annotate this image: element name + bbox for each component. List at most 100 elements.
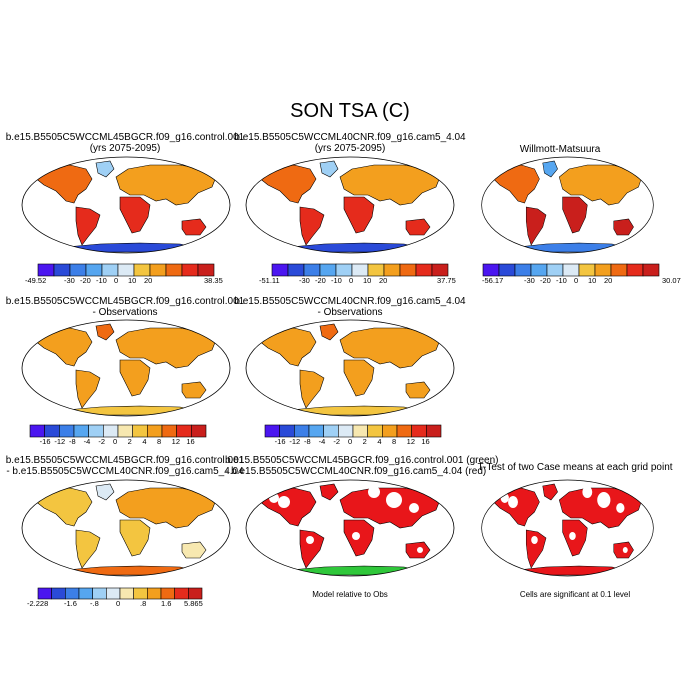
map-border	[21, 156, 231, 254]
colorbar-box	[594, 263, 612, 277]
colorbar-box	[287, 263, 305, 277]
colorbar-panel-5	[264, 424, 442, 438]
colorbar-tick-label: -16	[39, 437, 51, 446]
colorbar-tick-label: -20	[315, 276, 326, 285]
continent-eurasia	[115, 487, 217, 529]
non-significant-cell	[582, 486, 593, 498]
colorbar-tick-label: -10	[331, 276, 342, 285]
colorbar-box	[335, 263, 353, 277]
non-significant-cell	[569, 532, 576, 540]
non-significant-cell	[508, 496, 518, 508]
colorbar-box	[106, 587, 121, 600]
continent-australia	[181, 218, 207, 236]
continent-greenland	[95, 483, 115, 501]
colorbar-min-label: -49.52	[25, 276, 47, 285]
colorbar-tick-label: .8	[140, 599, 147, 608]
colorbar-box	[44, 424, 60, 438]
colorbar-box	[426, 424, 442, 438]
colorbar-panel-2	[271, 263, 449, 277]
panel-8-title: T-Test of two Case means at each grid po…	[455, 462, 695, 473]
colorbar-tick-label: -12	[54, 437, 66, 446]
colorbar-box	[119, 587, 134, 600]
continent-africa	[343, 359, 375, 397]
colorbar-tick-label: -30	[64, 276, 75, 285]
colorbar-tick-label: -16	[274, 437, 286, 446]
non-significant-cell	[417, 547, 423, 553]
map-panel-4	[21, 319, 231, 417]
continent-australia	[181, 381, 207, 399]
continent-africa	[119, 359, 151, 397]
continent-samerica	[299, 206, 325, 246]
colorbar-tick-label: 2	[362, 437, 367, 446]
colorbar-box	[132, 424, 148, 438]
non-significant-cell	[386, 492, 402, 508]
non-significant-cell	[616, 503, 625, 513]
continent-eurasia	[339, 327, 441, 369]
colorbar-box	[103, 424, 119, 438]
colorbar-tick-label: 10	[363, 276, 372, 285]
colorbar-box	[530, 263, 548, 277]
panel-3-title: Willmott-Matsuura	[460, 144, 660, 155]
colorbar-tick-label: 0	[348, 437, 353, 446]
map-panel-3	[481, 156, 654, 254]
map-panel-6	[21, 479, 231, 577]
colorbar-box	[279, 424, 295, 438]
colorbar-labels-panel-5: -16 -12 -8 -4 -2 0 2 4 8 12 16	[235, 437, 485, 449]
continent-eurasia	[339, 487, 441, 529]
panel-1-title: b.e15.B5505C5WCCML45BGCR.f09_g16.control…	[0, 132, 250, 154]
colorbar-box	[399, 263, 417, 277]
colorbar-tick-label: -20	[80, 276, 91, 285]
continent-greenland	[542, 483, 558, 501]
panel-8-title-line1: T-Test of two Case means at each grid po…	[477, 462, 673, 473]
colorbar-box	[37, 263, 55, 277]
panel-1-title-line2: (yrs 2075-2095)	[89, 143, 161, 154]
continent-eurasia	[558, 164, 643, 206]
colorbar-box	[69, 263, 87, 277]
colorbar-max-label: 5.865	[184, 599, 203, 608]
panel-4-title: b.e15.B5505C5WCCML45BGCR.f09_g16.control…	[0, 296, 250, 318]
continent-africa	[119, 519, 151, 557]
colorbar-tick-label: 1.6	[161, 599, 172, 608]
panel-5-title-line1: b.e15.B5505C5WCCML40CNR.f09_g16.cam5_4.0…	[234, 296, 466, 307]
colorbar-box	[482, 263, 500, 277]
colorbar-box	[51, 587, 66, 600]
panel-1-title-line1: b.e15.B5505C5WCCML45BGCR.f09_g16.control…	[5, 132, 245, 143]
continent-samerica	[525, 529, 547, 569]
colorbar-box	[117, 424, 133, 438]
colorbar-tick-label: 4	[377, 437, 382, 446]
colorbar-max-label: 30.07	[662, 276, 681, 285]
colorbar-box	[29, 424, 45, 438]
colorbar-panel-6	[37, 587, 203, 600]
panel-5-title-line2: - Observations	[317, 307, 383, 318]
colorbar-tick-label: 8	[392, 437, 397, 446]
colorbar-box	[147, 424, 163, 438]
colorbar-tick-label: -10	[556, 276, 567, 285]
colorbar-box	[352, 424, 368, 438]
continent-samerica	[75, 206, 101, 246]
colorbar-box	[626, 263, 644, 277]
colorbar-box	[383, 263, 401, 277]
colorbar-box	[53, 263, 71, 277]
colorbar-box	[415, 263, 433, 277]
panel-6-title-line1: b.e15.B5505C5WCCML45BGCR.f09_g16.control…	[5, 455, 245, 466]
colorbar-max-label: 38.35	[204, 276, 223, 285]
continent-eurasia	[558, 487, 643, 529]
non-significant-cell	[597, 492, 611, 508]
colorbar-min-label: -2.228	[27, 599, 49, 608]
colorbar-box	[160, 587, 175, 600]
continent-samerica	[299, 529, 325, 569]
panel-5-title: b.e15.B5505C5WCCML40CNR.f09_g16.cam5_4.0…	[225, 296, 475, 318]
colorbar-box	[85, 263, 103, 277]
colorbar-labels-panel-2: -51.11 -30 -20 -10 0 10 20 37.75	[225, 276, 475, 288]
colorbar-tick-label: 0	[116, 599, 121, 608]
colorbar-box	[367, 424, 383, 438]
colorbar-box	[338, 424, 354, 438]
colorbar-max-label: 37.75	[437, 276, 456, 285]
colorbar-box	[65, 587, 80, 600]
panel-7-title-line1: b.e15.B5505C5WCCML45BGCR.f09_g16.control…	[225, 455, 499, 466]
map-border	[21, 479, 231, 577]
colorbar-tick-label: -8	[69, 437, 76, 446]
colorbar-min-label: -56.17	[482, 276, 504, 285]
map-panel-2	[245, 156, 455, 254]
colorbar-box	[73, 424, 89, 438]
